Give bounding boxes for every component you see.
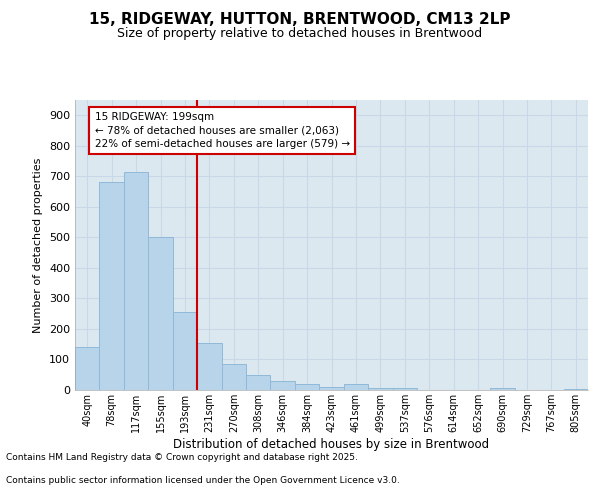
Bar (368, 388, 392, 390)
Bar (392, 388, 417, 390)
Bar (124, 172, 148, 390)
Bar (344, 384, 368, 390)
Bar (246, 374, 271, 390)
Bar (197, 342, 221, 390)
Text: 15, RIDGEWAY, HUTTON, BRENTWOOD, CM13 2LP: 15, RIDGEWAY, HUTTON, BRENTWOOD, CM13 2L… (89, 12, 511, 28)
Bar (75, 348, 100, 390)
Text: Contains public sector information licensed under the Open Government Licence v3: Contains public sector information licen… (6, 476, 400, 485)
Bar (490, 388, 515, 390)
Bar (148, 238, 173, 390)
Text: Size of property relative to detached houses in Brentwood: Size of property relative to detached ho… (118, 28, 482, 40)
X-axis label: Distribution of detached houses by size in Brentwood: Distribution of detached houses by size … (173, 438, 490, 450)
Y-axis label: Number of detached properties: Number of detached properties (34, 158, 43, 332)
Text: Contains HM Land Registry data © Crown copyright and database right 2025.: Contains HM Land Registry data © Crown c… (6, 454, 358, 462)
Text: 15 RIDGEWAY: 199sqm
← 78% of detached houses are smaller (2,063)
22% of semi-det: 15 RIDGEWAY: 199sqm ← 78% of detached ho… (95, 112, 350, 148)
Bar (221, 364, 246, 390)
Bar (295, 384, 319, 390)
Bar (173, 312, 197, 390)
Bar (563, 389, 588, 390)
Bar (100, 182, 124, 390)
Bar (271, 381, 295, 390)
Bar (319, 387, 344, 390)
